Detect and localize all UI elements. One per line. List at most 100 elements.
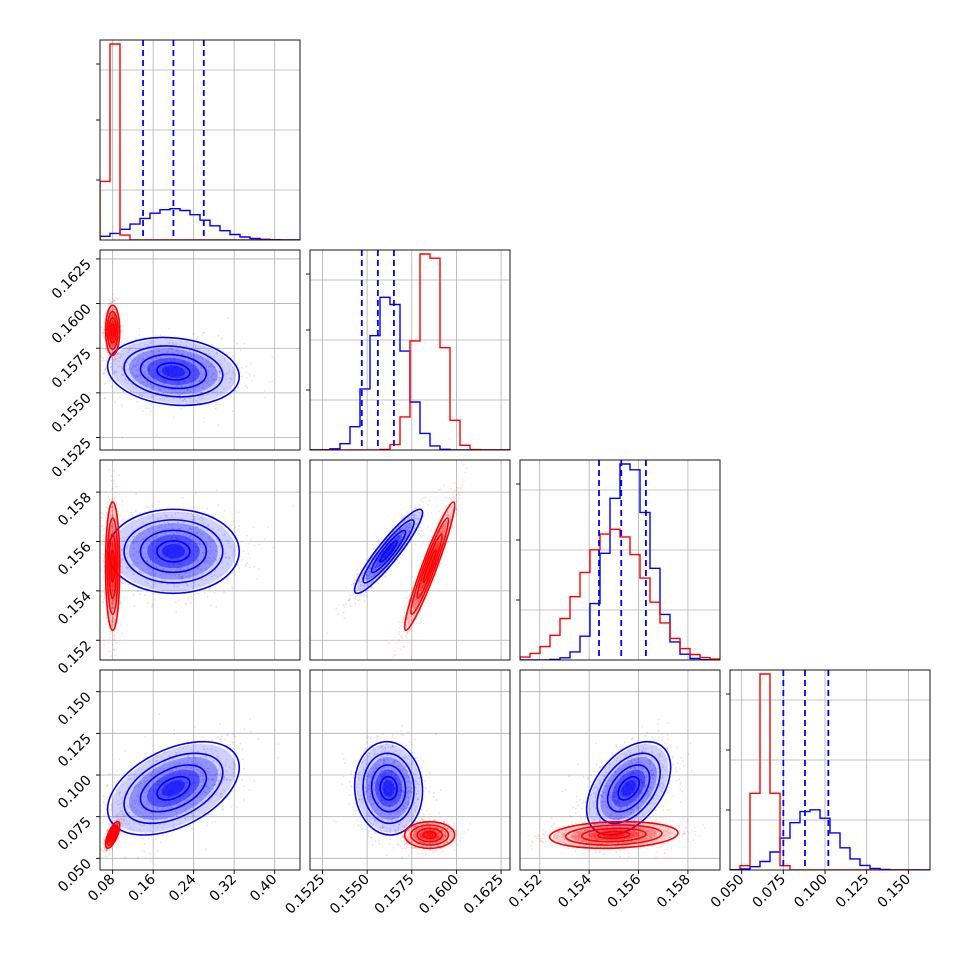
scatter-point xyxy=(89,348,91,350)
scatter-point xyxy=(248,553,250,555)
scatter-point xyxy=(120,538,122,540)
scatter-point xyxy=(208,406,210,408)
scatter-point xyxy=(115,499,117,501)
scatter-point xyxy=(267,526,269,528)
scatter-point xyxy=(173,417,175,419)
scatter-point xyxy=(251,380,253,382)
scatter-point xyxy=(352,588,354,590)
scatter-point xyxy=(118,619,120,621)
scatter-point xyxy=(201,335,203,337)
scatter-point xyxy=(135,510,137,512)
scatter-point xyxy=(452,493,454,495)
scatter-point xyxy=(112,498,114,500)
scatter-point xyxy=(105,612,107,614)
scatter-point xyxy=(112,640,114,642)
panel-grid xyxy=(310,460,510,660)
scatter-point xyxy=(193,506,195,508)
scatter-point xyxy=(103,599,105,601)
scatter-point xyxy=(82,534,84,536)
scatter-point xyxy=(119,310,121,312)
scatter-point xyxy=(245,565,247,567)
scatter-point xyxy=(410,588,412,590)
scatter-point xyxy=(390,660,392,662)
scatter-point xyxy=(111,655,113,657)
scatter-point xyxy=(133,586,135,588)
scatter-point xyxy=(196,338,198,340)
scatter-point xyxy=(217,504,219,506)
scatter-point xyxy=(399,561,401,563)
scatter-point xyxy=(397,559,399,561)
scatter-point xyxy=(418,615,420,617)
scatter-point xyxy=(388,569,390,571)
scatter-point xyxy=(239,525,241,527)
scatter-point xyxy=(101,353,103,355)
scatter-point xyxy=(350,595,352,597)
scatter-point xyxy=(246,562,248,564)
scatter-point xyxy=(188,599,190,601)
scatter-point xyxy=(385,531,387,533)
scatter-point xyxy=(236,343,238,345)
scatter-point xyxy=(156,434,158,436)
scatter-point xyxy=(159,334,161,336)
scatter-point xyxy=(232,587,234,589)
scatter-point xyxy=(94,345,96,347)
scatter-point xyxy=(243,550,245,552)
scatter-point xyxy=(104,534,106,536)
scatter-point xyxy=(424,605,426,607)
scatter-point xyxy=(101,525,103,527)
scatter-point xyxy=(400,649,402,651)
scatter-point xyxy=(114,296,116,298)
scatter-point xyxy=(454,500,456,502)
scatter-point xyxy=(208,404,210,406)
scatter-point xyxy=(137,590,139,592)
scatter-point xyxy=(195,492,197,494)
scatter-point xyxy=(343,604,345,606)
scatter-point xyxy=(357,569,359,571)
scatter-point xyxy=(203,332,205,334)
scatter-point xyxy=(345,603,347,605)
scatter-point xyxy=(235,390,237,392)
scatter-point xyxy=(393,525,395,527)
scatter-point xyxy=(232,356,234,358)
scatter-point xyxy=(343,617,345,619)
scatter-point xyxy=(121,581,123,583)
scatter-point xyxy=(105,348,107,350)
scatter-point xyxy=(241,367,243,369)
scatter-point xyxy=(121,582,123,584)
scatter-point xyxy=(407,642,409,644)
scatter-point xyxy=(116,486,118,488)
panel-2-1 xyxy=(326,463,467,662)
scatter-point xyxy=(236,372,238,374)
scatter-point xyxy=(111,386,113,388)
scatter-point xyxy=(112,644,114,646)
scatter-point xyxy=(237,386,239,388)
scatter-point xyxy=(392,657,394,659)
scatter-point xyxy=(361,595,363,597)
scatter-point xyxy=(272,547,274,549)
scatter-point xyxy=(409,595,411,597)
scatter-point xyxy=(121,403,123,405)
scatter-point xyxy=(105,623,107,625)
scatter-point xyxy=(233,520,235,522)
scatter-point xyxy=(190,602,192,604)
scatter-point xyxy=(344,606,346,608)
scatter-point xyxy=(119,396,121,398)
scatter-point xyxy=(115,642,117,644)
scatter-point xyxy=(246,377,248,379)
scatter-point xyxy=(121,558,123,560)
scatter-point xyxy=(254,544,256,546)
scatter-point xyxy=(438,518,440,520)
scatter-point xyxy=(237,564,239,566)
scatter-point xyxy=(102,360,104,362)
scatter-point xyxy=(401,514,403,516)
scatter-point xyxy=(123,338,125,340)
scatter-point xyxy=(366,596,368,598)
scatter-point xyxy=(101,543,103,545)
scatter-point xyxy=(217,424,219,426)
scatter-point xyxy=(415,544,417,546)
scatter-point xyxy=(144,594,146,596)
scatter-point xyxy=(326,632,328,634)
scatter-point xyxy=(348,600,350,602)
scatter-point xyxy=(458,497,460,499)
scatter-point xyxy=(113,480,115,482)
